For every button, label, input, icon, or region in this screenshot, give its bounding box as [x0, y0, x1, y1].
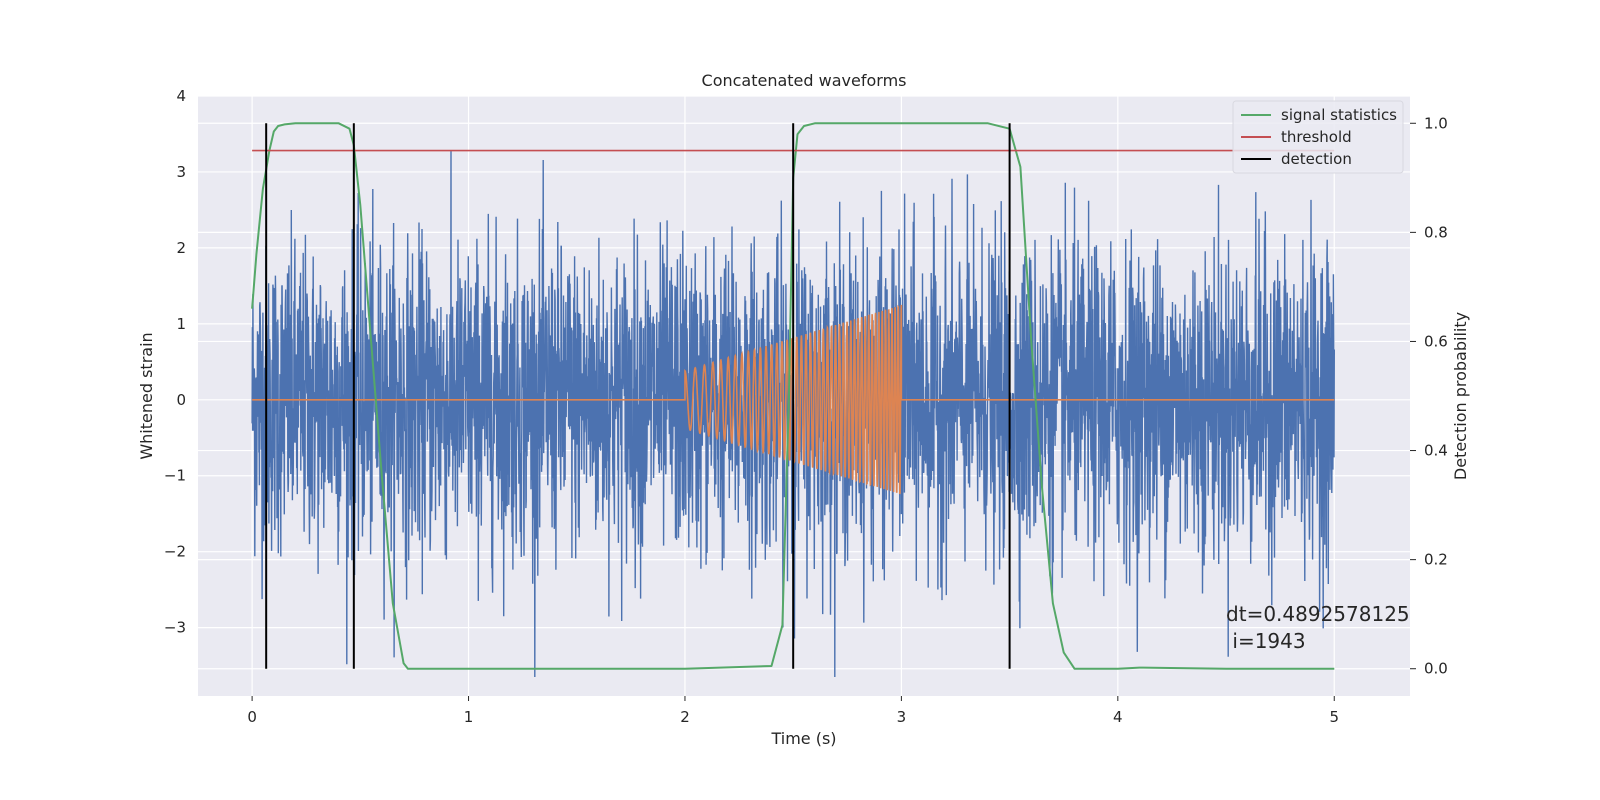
x-tick-label: 3	[897, 708, 907, 726]
x-tick-label: 4	[1113, 708, 1123, 726]
legend-box	[1232, 100, 1404, 174]
x-tick-label: 0	[247, 708, 257, 726]
x-tick-label: 5	[1329, 708, 1339, 726]
legend-label: detection	[1281, 150, 1352, 168]
x-axis-label: Time (s)	[770, 729, 836, 748]
legend: signal statistics threshold detection	[1232, 100, 1404, 174]
y-tick-label-left: 4	[176, 87, 186, 105]
y-tick-label-left: 2	[176, 239, 186, 257]
y-tick-label-left: 3	[176, 163, 186, 181]
y-tick-label-right: 0.2	[1424, 551, 1448, 569]
y-tick-label-right: 0.4	[1424, 442, 1448, 460]
legend-label: signal statistics	[1281, 106, 1397, 124]
x-tick-label: 2	[680, 708, 690, 726]
axes: 0 1 2 3 4 5 −3 −2 −1 0 1 2 3 4 0.0 0.2 0.4 0.6 0.8 1.0	[164, 87, 1448, 726]
y-tick-label-left: −2	[164, 543, 186, 561]
y-axis-label-right: Detection probability	[1451, 312, 1470, 480]
y-axis-label-left: Whitened strain	[137, 332, 156, 459]
series-layer	[251, 122, 1335, 678]
annotation-index: i=1943	[1226, 629, 1306, 653]
y-tick-label-right: 1.0	[1424, 114, 1448, 132]
y-tick-label-left: 0	[176, 391, 186, 409]
signal-statistics-line	[251, 122, 1335, 670]
y-tick-label-left: −3	[164, 619, 186, 637]
legend-label: threshold	[1281, 128, 1352, 146]
y-tick-label-left: 1	[176, 315, 186, 333]
y-tick-label-right: 0.6	[1424, 332, 1448, 350]
y-tick-label-right: 0.8	[1424, 223, 1448, 241]
y-tick-label-left: −1	[164, 467, 186, 485]
chart-title: Concatenated waveforms	[702, 71, 907, 90]
y-tick-label-right: 0.0	[1424, 660, 1448, 678]
annotation-dt: dt=0.4892578125	[1226, 602, 1410, 626]
x-tick-label: 1	[464, 708, 474, 726]
